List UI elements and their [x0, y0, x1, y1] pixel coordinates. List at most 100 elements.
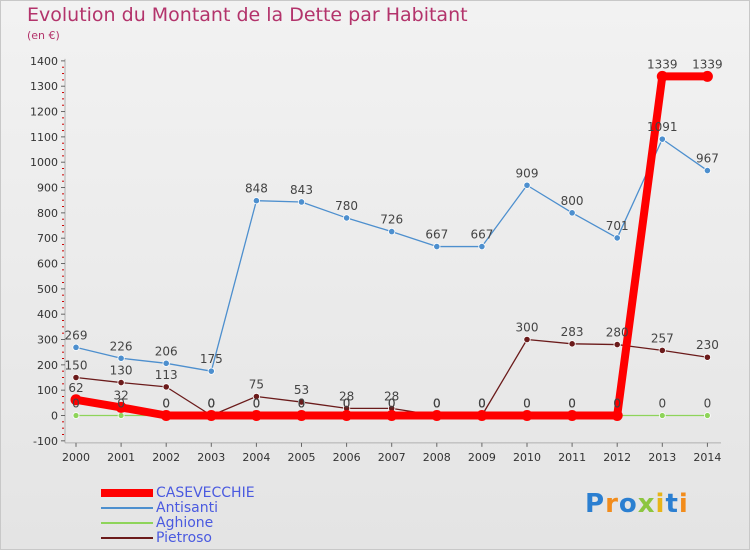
data-label-pietroso: 113 — [155, 368, 178, 382]
data-point-casevecchie — [386, 410, 398, 421]
x-tick-label: 2007 — [378, 451, 406, 464]
data-label-casevecchie: 0 — [433, 397, 441, 411]
y-minor-tick — [62, 320, 64, 322]
x-tick-label: 2000 — [62, 451, 90, 464]
logo-letter: r — [605, 489, 619, 519]
y-minor-tick — [62, 149, 64, 151]
data-label-pietroso: 53 — [294, 383, 309, 397]
x-tick-label: 2009 — [468, 451, 496, 464]
data-point-casevecchie — [296, 410, 307, 421]
data-label-antisanti: 701 — [606, 219, 629, 233]
data-label-antisanti: 800 — [561, 194, 584, 208]
y-minor-tick — [62, 275, 64, 277]
y-minor-tick — [62, 307, 64, 309]
data-point-casevecchie — [611, 410, 623, 421]
data-point-casevecchie — [701, 70, 713, 82]
data-label-pietroso: 75 — [249, 378, 264, 392]
data-label-aghione: 0 — [568, 397, 576, 411]
y-tick-label: 1000 — [30, 156, 58, 169]
data-point-antisanti — [252, 197, 260, 205]
y-tick-label: 1200 — [30, 106, 58, 119]
data-label-casevecchie: 1339 — [647, 57, 678, 71]
data-label-casevecchie: 0 — [388, 397, 396, 411]
y-minor-tick — [62, 383, 64, 385]
data-point-casevecchie — [250, 410, 262, 421]
data-label-pietroso: 130 — [110, 364, 133, 378]
data-point-antisanti — [388, 228, 396, 236]
data-label-antisanti: 780 — [335, 199, 358, 213]
data-label-aghione: 0 — [253, 397, 261, 411]
y-tick-label: 400 — [37, 308, 58, 321]
y-minor-tick — [62, 123, 64, 125]
y-minor-tick — [62, 433, 64, 435]
data-label-antisanti: 667 — [470, 228, 493, 242]
data-point-antisanti — [433, 242, 441, 251]
y-tick-label: 600 — [37, 258, 58, 271]
data-label-antisanti: 226 — [110, 339, 133, 353]
data-point-antisanti — [703, 166, 712, 175]
y-minor-tick — [62, 332, 64, 334]
y-minor-tick — [62, 142, 64, 144]
y-minor-tick — [62, 256, 64, 258]
data-point-casevecchie — [521, 410, 533, 421]
x-tick-label: 2013 — [648, 451, 676, 464]
y-minor-tick — [62, 408, 64, 410]
x-tick-label: 2010 — [513, 451, 541, 464]
data-label-aghione: 0 — [207, 397, 215, 411]
chart-subtitle: (en €) — [27, 29, 60, 42]
data-label-aghione: 0 — [658, 397, 666, 411]
x-tick-label: 2002 — [152, 451, 180, 464]
data-point-pietroso — [703, 353, 712, 361]
y-minor-tick — [62, 225, 64, 227]
data-point-aghione — [704, 412, 711, 419]
logo-letter: o — [618, 489, 638, 519]
y-tick-label: -100 — [33, 435, 58, 448]
x-tick-label: 2006 — [333, 451, 361, 464]
legend-swatch — [101, 522, 153, 524]
data-label-antisanti: 848 — [245, 182, 268, 196]
y-minor-tick — [62, 377, 64, 379]
y-minor-tick — [62, 282, 64, 284]
y-minor-tick — [62, 250, 64, 252]
x-tick-label: 2011 — [558, 451, 586, 464]
y-tick-label: 200 — [37, 359, 58, 372]
data-label-casevecchie: 1339 — [692, 57, 723, 71]
data-label-pietroso: 300 — [516, 321, 539, 335]
data-point-pietroso — [297, 398, 306, 406]
data-label-casevecchie: 62 — [68, 381, 83, 395]
data-point-antisanti — [523, 181, 531, 189]
data-point-pietroso — [72, 373, 80, 382]
y-tick-label: 700 — [37, 232, 58, 245]
data-label-casevecchie: 0 — [478, 397, 486, 411]
data-point-antisanti — [342, 214, 351, 222]
data-label-pietroso: 0 — [207, 397, 215, 411]
y-minor-tick — [62, 358, 64, 360]
data-label-antisanti: 206 — [155, 344, 178, 358]
data-label-antisanti: 967 — [696, 152, 719, 166]
data-label-pietroso: 0 — [433, 397, 441, 411]
x-tick-label: 2008 — [423, 451, 451, 464]
y-minor-tick — [62, 218, 64, 220]
y-minor-tick — [62, 301, 64, 303]
y-tick-label: 500 — [37, 283, 58, 296]
y-minor-tick — [62, 326, 64, 328]
y-tick-label: 300 — [37, 334, 58, 347]
y-minor-tick — [62, 206, 64, 208]
y-tick-label: 100 — [37, 384, 58, 397]
data-label-antisanti: 269 — [65, 328, 88, 342]
data-label-pietroso: 230 — [696, 338, 719, 352]
data-point-aghione — [117, 412, 125, 419]
data-label-aghione: 0 — [298, 397, 306, 411]
x-tick-label: 2001 — [107, 451, 135, 464]
data-point-antisanti — [658, 135, 666, 143]
data-point-antisanti — [478, 242, 486, 251]
data-label-aghione: 0 — [343, 397, 351, 411]
data-label-casevecchie: 0 — [343, 397, 351, 411]
data-point-pietroso — [568, 340, 576, 348]
y-minor-tick — [62, 402, 64, 404]
data-label-aghione: 0 — [478, 397, 486, 411]
y-minor-tick — [62, 421, 64, 423]
data-point-casevecchie — [566, 410, 578, 421]
y-tick-label: 1400 — [30, 55, 58, 68]
